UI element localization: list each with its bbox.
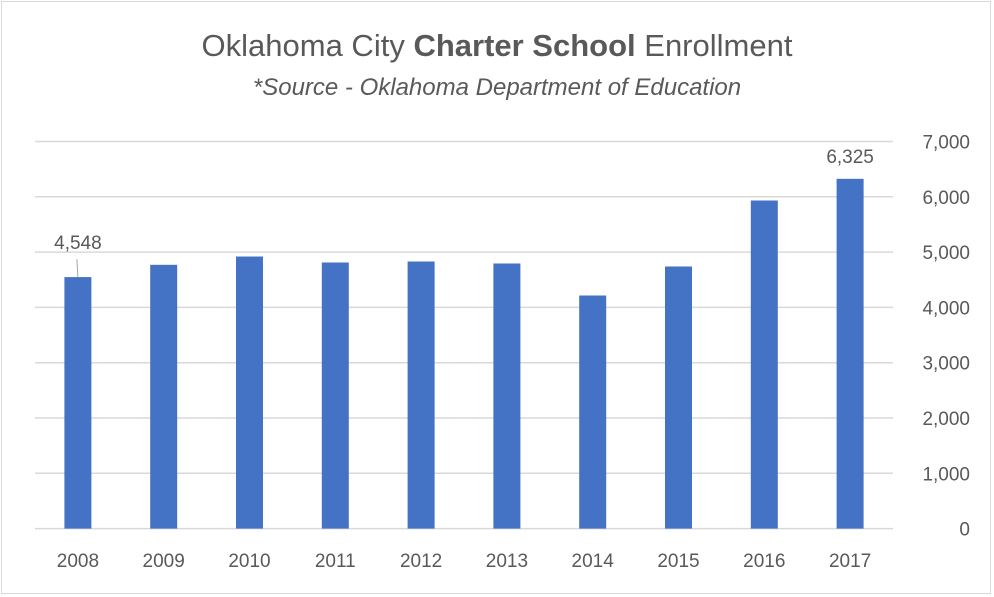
x-tick-label: 2013 [486, 551, 528, 572]
chart-title: Oklahoma City Charter School Enrollment [201, 28, 793, 63]
bar-2015 [665, 266, 692, 529]
x-tick-label: 2008 [57, 551, 99, 572]
y-tick-label: 5,000 [922, 243, 970, 264]
data-label-leader [76, 259, 79, 278]
data-label: 4,548 [54, 233, 102, 254]
y-tick-label: 7,000 [922, 133, 970, 154]
x-tick-label: 2017 [829, 551, 871, 572]
y-tick-label: 0 [959, 520, 970, 541]
y-tick-label: 3,000 [922, 354, 970, 375]
bar-2011 [321, 262, 349, 529]
bar-2008 [64, 277, 92, 529]
data-label: 6,325 [826, 147, 874, 168]
bar-2012 [407, 261, 435, 529]
bar-2016 [750, 200, 778, 529]
y-tick-label: 4,000 [922, 298, 970, 319]
x-tick-label: 2014 [572, 551, 615, 572]
x-tick-label: 2011 [315, 551, 356, 572]
bar-2009 [150, 264, 178, 529]
bar-2014 [579, 295, 607, 529]
x-tick-label: 2015 [657, 551, 699, 572]
y-tick-label: 2,000 [922, 409, 970, 430]
chart-subtitle: *Source - Oklahoma Department of Educati… [252, 74, 742, 101]
x-tick-label: 2012 [400, 551, 442, 572]
x-tick-label: 2016 [743, 551, 785, 572]
y-tick-label: 6,000 [922, 188, 970, 209]
x-tick-label: 2009 [143, 551, 185, 572]
bar-2017 [836, 178, 864, 529]
y-tick-label: 1,000 [922, 464, 970, 485]
bar-2010 [236, 256, 263, 529]
x-tick-label: 2010 [228, 551, 270, 572]
bar-2013 [493, 263, 521, 529]
